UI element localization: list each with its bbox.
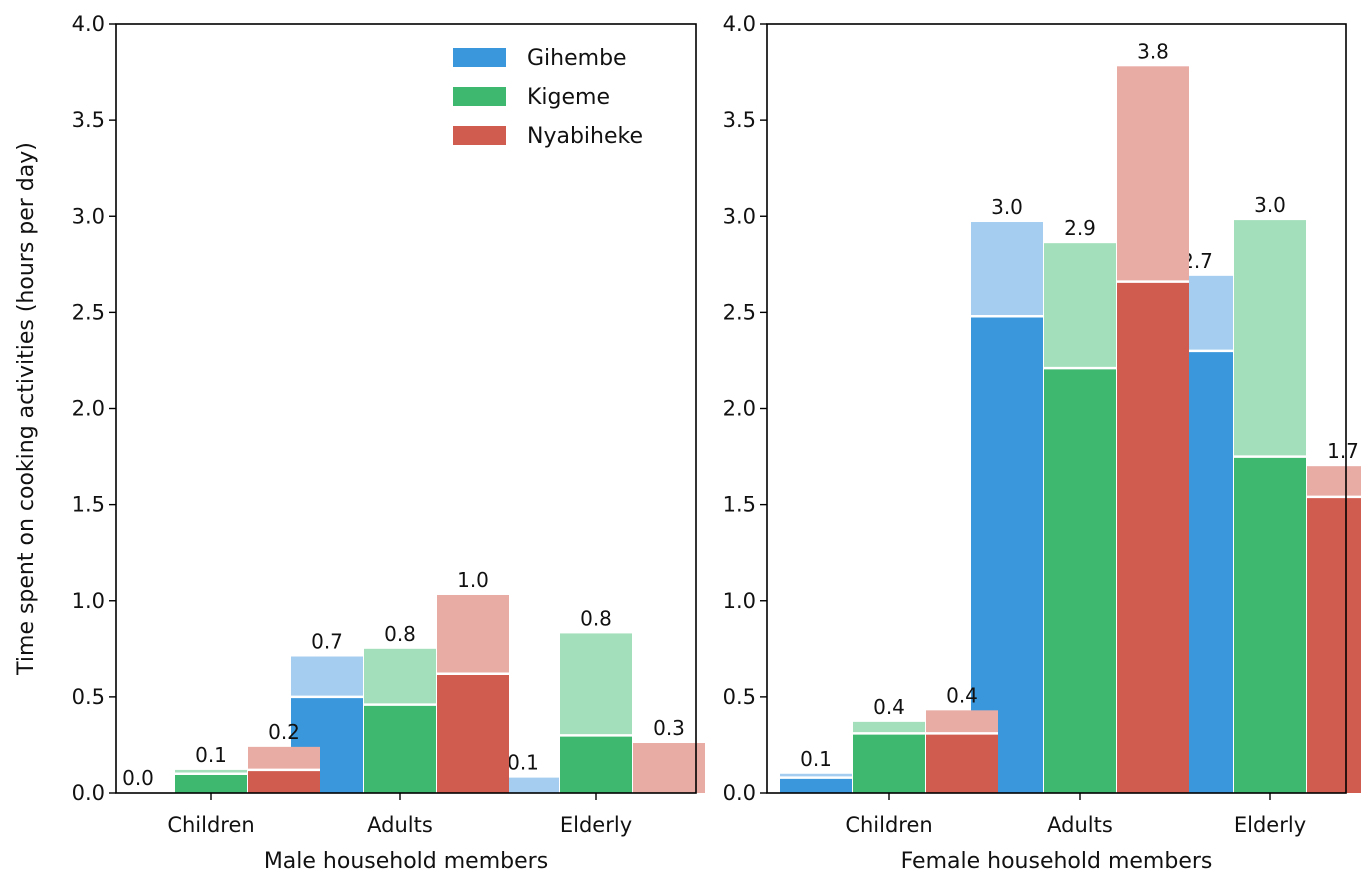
y-tick-label: 1.0 bbox=[72, 589, 105, 613]
data-label-nyabiheke-children: 0.2 bbox=[268, 720, 300, 744]
legend-swatch-gihembe bbox=[453, 48, 506, 67]
x-tick-label-elderly: Elderly bbox=[560, 813, 632, 837]
bar-nyabiheke-children-base bbox=[248, 769, 320, 793]
y-tick-label: 1.0 bbox=[723, 589, 756, 613]
x-tick-label-adults: Adults bbox=[367, 813, 433, 837]
bar-gihembe-adults-top bbox=[291, 656, 363, 697]
y-tick-label: 2.0 bbox=[72, 397, 105, 421]
data-label-gihembe-adults: 3.0 bbox=[991, 195, 1023, 219]
bar-nyabiheke-children-top bbox=[248, 746, 320, 770]
bar-kigeme-children-base bbox=[175, 773, 247, 793]
x-axis-label: Male household members bbox=[264, 849, 548, 873]
data-label-nyabiheke-adults: 3.8 bbox=[1137, 39, 1169, 63]
bar-kigeme-elderly-base bbox=[560, 735, 632, 793]
data-label-kigeme-elderly: 0.8 bbox=[580, 606, 612, 630]
data-label-kigeme-adults: 2.9 bbox=[1064, 216, 1096, 240]
bar-nyabiheke-elderly-base bbox=[1307, 496, 1361, 793]
legend-swatch-kigeme bbox=[453, 87, 506, 106]
bar-kigeme-adults-top bbox=[364, 648, 436, 705]
legend-label-gihembe: Gihembe bbox=[527, 46, 627, 71]
bar-nyabiheke-children-base bbox=[926, 733, 998, 793]
bar-nyabiheke-adults-base bbox=[437, 673, 509, 793]
x-tick-label-elderly: Elderly bbox=[1234, 813, 1306, 837]
bar-nyabiheke-children-top bbox=[926, 710, 998, 734]
bar-nyabiheke-adults-base bbox=[1117, 281, 1189, 793]
bar-gihembe-children-base bbox=[780, 777, 852, 793]
bar-nyabiheke-elderly-top bbox=[1307, 466, 1361, 497]
y-tick-label: 2.0 bbox=[723, 397, 756, 421]
bar-kigeme-elderly-top bbox=[560, 633, 632, 736]
y-axis-label: Time spent on cooking activities (hours … bbox=[14, 142, 39, 676]
data-label-kigeme-elderly: 3.0 bbox=[1254, 193, 1286, 217]
bar-kigeme-adults-base bbox=[1044, 368, 1116, 793]
data-label-nyabiheke-elderly: 0.3 bbox=[653, 716, 685, 740]
bar-kigeme-adults-base bbox=[364, 704, 436, 793]
data-label-gihembe-children: 0.0 bbox=[122, 766, 154, 790]
bar-kigeme-elderly-top bbox=[1234, 220, 1306, 457]
data-label-kigeme-children: 0.4 bbox=[873, 695, 905, 719]
y-tick-label: 0.0 bbox=[723, 781, 756, 805]
y-tick-label: 0.0 bbox=[72, 781, 105, 805]
y-tick-label: 1.5 bbox=[72, 493, 105, 517]
data-label-nyabiheke-elderly: 1.7 bbox=[1327, 439, 1359, 463]
data-label-nyabiheke-adults: 1.0 bbox=[457, 568, 489, 592]
legend: Gihembe Kigeme Nyabiheke bbox=[453, 46, 643, 149]
bar-kigeme-children-top bbox=[853, 721, 925, 734]
data-label-gihembe-adults: 0.7 bbox=[311, 630, 343, 654]
bar-kigeme-elderly-base bbox=[1234, 456, 1306, 793]
data-label-gihembe-elderly: 0.1 bbox=[507, 751, 539, 775]
data-label-nyabiheke-children: 0.4 bbox=[946, 683, 978, 707]
bar-nyabiheke-adults-top bbox=[1117, 66, 1189, 282]
data-label-kigeme-adults: 0.8 bbox=[384, 622, 416, 646]
bar-nyabiheke-adults-top bbox=[437, 594, 509, 674]
data-label-gihembe-children: 0.1 bbox=[800, 747, 832, 771]
y-tick-label: 0.5 bbox=[723, 685, 756, 709]
bar-nyabiheke-elderly-top bbox=[633, 743, 705, 793]
legend-label-kigeme: Kigeme bbox=[527, 85, 610, 110]
y-tick-label: 4.0 bbox=[72, 12, 105, 36]
bar-gihembe-children-top bbox=[780, 773, 852, 778]
y-tick-label: 4.0 bbox=[723, 12, 756, 36]
y-tick-label: 3.0 bbox=[72, 204, 105, 228]
y-tick-label: 3.5 bbox=[72, 108, 105, 132]
y-tick-label: 2.5 bbox=[72, 300, 105, 324]
y-tick-label: 3.5 bbox=[723, 108, 756, 132]
y-tick-label: 2.5 bbox=[723, 300, 756, 324]
y-tick-label: 0.5 bbox=[72, 685, 105, 709]
x-tick-label-children: Children bbox=[167, 813, 254, 837]
x-axis-label: Female household members bbox=[901, 849, 1213, 873]
chart-panel-1: 0.0 0.7 0.1 0.1 0.8 0.8 0.2 1.0 0.3 0.0 0.5 1.0 1.5 2… bbox=[14, 12, 705, 873]
y-tick-label: 3.0 bbox=[723, 204, 756, 228]
legend-swatch-nyabiheke bbox=[453, 126, 506, 145]
chart-panel-2: 0.13.02.70.42.93.00.43.81.70.00.51.01.52… bbox=[723, 12, 1361, 873]
legend-label-nyabiheke: Nyabiheke bbox=[527, 124, 643, 149]
y-tick-label: 1.5 bbox=[723, 493, 756, 517]
x-tick-label-adults: Adults bbox=[1047, 813, 1113, 837]
bar-kigeme-children-top bbox=[175, 769, 247, 774]
bar-kigeme-children-base bbox=[853, 733, 925, 793]
bar-kigeme-adults-top bbox=[1044, 243, 1116, 369]
x-tick-label-children: Children bbox=[845, 813, 932, 837]
data-label-kigeme-children: 0.1 bbox=[195, 743, 227, 767]
bar-gihembe-adults-top bbox=[971, 222, 1043, 317]
